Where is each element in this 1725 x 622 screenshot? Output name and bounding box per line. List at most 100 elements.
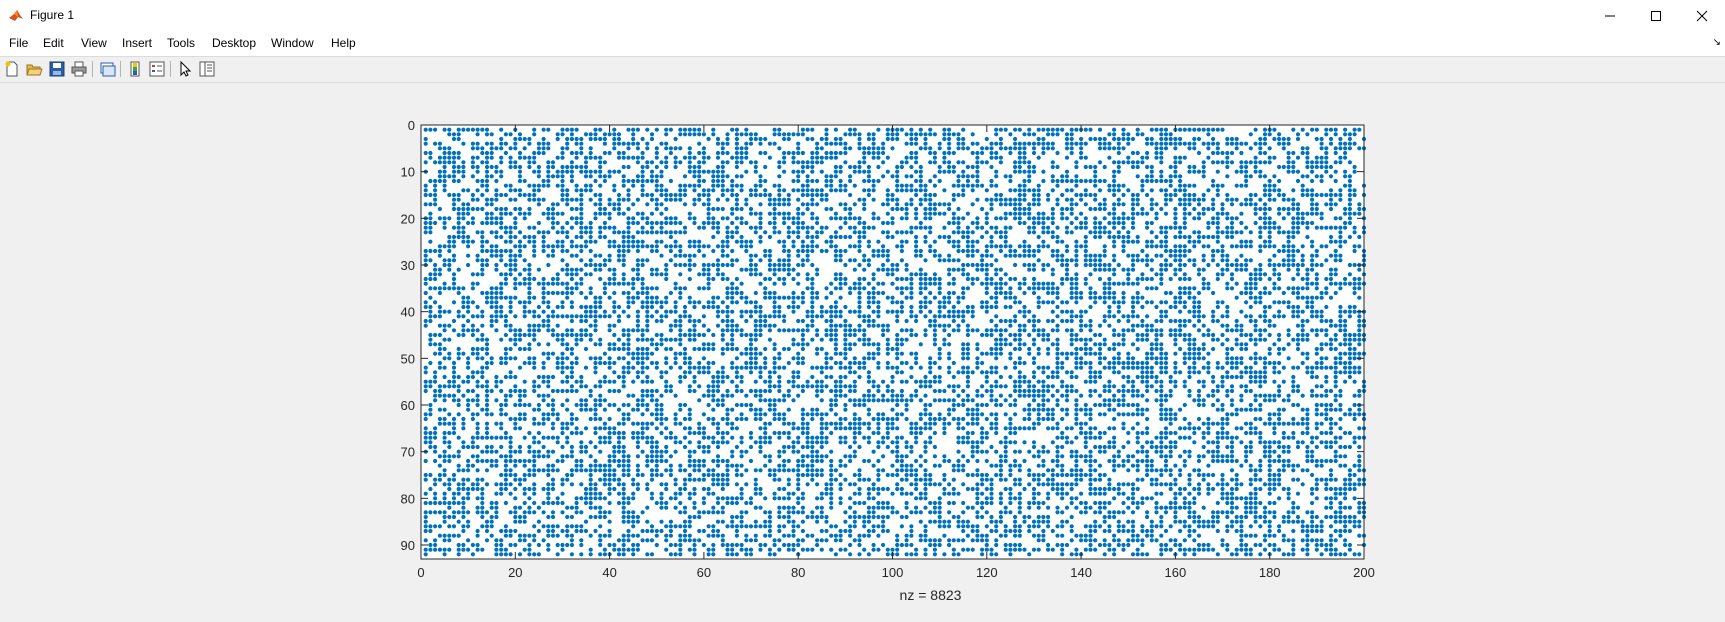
nonzero-point (796, 318, 801, 324)
dock-figure-icon[interactable]: ↘ (1712, 37, 1721, 48)
nonzero-point (881, 412, 886, 417)
nonzero-point (555, 169, 560, 174)
nonzero-point (550, 164, 556, 170)
nonzero-point (626, 141, 631, 146)
save-icon[interactable] (48, 60, 66, 78)
nonzero-point (715, 206, 721, 212)
maximize-button[interactable] (1633, 0, 1679, 31)
nonzero-point (649, 524, 655, 529)
nonzero-point (782, 276, 787, 282)
nonzero-point (569, 300, 575, 305)
nonzero-point (876, 281, 881, 286)
nonzero-point (862, 402, 867, 408)
print-icon[interactable] (70, 60, 88, 78)
nonzero-point (536, 528, 542, 534)
nonzero-point (866, 519, 872, 524)
nonzero-point (579, 337, 584, 342)
nonzero-point (621, 505, 626, 510)
spy-plot[interactable]: 0 20 40 60 80 100 120 140 160 180 200 010203040506… (0, 83, 1725, 622)
open-file-icon[interactable] (25, 60, 43, 78)
menu-insert[interactable]: Insert (122, 36, 153, 50)
menu-file[interactable]: File (9, 36, 29, 50)
nonzero-point (546, 216, 551, 221)
nonzero-point (782, 365, 787, 370)
legend-icon[interactable] (148, 60, 166, 78)
nonzero-point (569, 239, 575, 244)
nonzero-point (885, 234, 890, 240)
menu-desktop[interactable]: Desktop (212, 36, 257, 50)
nonzero-point (560, 197, 565, 202)
nonzero-point (706, 276, 711, 282)
nonzero-point (593, 384, 598, 389)
menu-window[interactable]: Window (271, 36, 314, 50)
new-figure-icon[interactable] (3, 60, 21, 78)
nonzero-point (447, 477, 452, 482)
nonzero-point (451, 225, 457, 230)
nonzero-point (730, 230, 735, 235)
nonzero-point (881, 150, 886, 156)
nonzero-point (659, 300, 664, 305)
nonzero-point (701, 160, 707, 165)
nonzero-point (475, 444, 480, 450)
minimize-button[interactable] (1587, 0, 1633, 31)
nonzero-point (555, 211, 560, 216)
nonzero-point (541, 318, 546, 324)
menu-view[interactable]: View (81, 36, 107, 50)
nonzero-point (687, 150, 692, 156)
nonzero-point (805, 472, 810, 478)
nonzero-point (914, 136, 919, 142)
nonzero-point (758, 150, 763, 156)
nonzero-point (433, 192, 438, 198)
nonzero-point (899, 127, 905, 132)
menu-edit[interactable]: Edit (43, 36, 64, 50)
nonzero-point (546, 211, 551, 216)
colorbar-icon[interactable] (126, 60, 144, 78)
nonzero-point (456, 519, 461, 524)
menu-help[interactable]: Help (331, 36, 356, 50)
nonzero-point (918, 342, 923, 347)
nonzero-point (428, 384, 433, 389)
nonzero-point (829, 463, 834, 468)
nonzero-point (645, 258, 650, 263)
nonzero-point (782, 211, 787, 216)
nonzero-point (734, 500, 740, 506)
nonzero-point (800, 332, 806, 338)
nonzero-point (569, 225, 575, 230)
close-button[interactable] (1679, 0, 1725, 31)
nonzero-point (503, 206, 508, 212)
nonzero-point (565, 141, 570, 146)
nonzero-point (475, 197, 480, 202)
nonzero-point (513, 216, 518, 221)
nonzero-point (909, 472, 914, 478)
nonzero-point (843, 346, 848, 352)
nonzero-point (687, 160, 692, 165)
nonzero-point (848, 225, 853, 230)
nonzero-point (848, 258, 853, 263)
nonzero-point (522, 519, 527, 524)
nonzero-point (607, 477, 612, 482)
nonzero-point (833, 127, 839, 132)
nonzero-point (480, 234, 485, 240)
menu-tools[interactable]: Tools (167, 36, 196, 50)
nonzero-point (923, 234, 928, 240)
nonzero-point (579, 444, 584, 450)
nonzero-point (489, 514, 494, 520)
nonzero-point (532, 407, 537, 412)
property-inspector-icon[interactable] (198, 60, 216, 78)
nonzero-point (885, 351, 890, 356)
nonzero-point (423, 150, 428, 156)
nonzero-point (484, 342, 490, 347)
nonzero-point (569, 290, 575, 296)
nonzero-point (805, 430, 810, 436)
edit-plot-icon[interactable] (176, 60, 194, 78)
nonzero-point (928, 178, 933, 184)
nonzero-point (697, 477, 702, 482)
nonzero-point (748, 430, 754, 436)
nonzero-point (480, 332, 485, 338)
nonzero-point (433, 332, 438, 338)
nonzero-point (871, 276, 876, 282)
nonzero-point (499, 360, 504, 366)
nonzero-point (753, 468, 758, 473)
link-plot-icon[interactable] (98, 60, 116, 78)
nonzero-point (928, 281, 933, 286)
